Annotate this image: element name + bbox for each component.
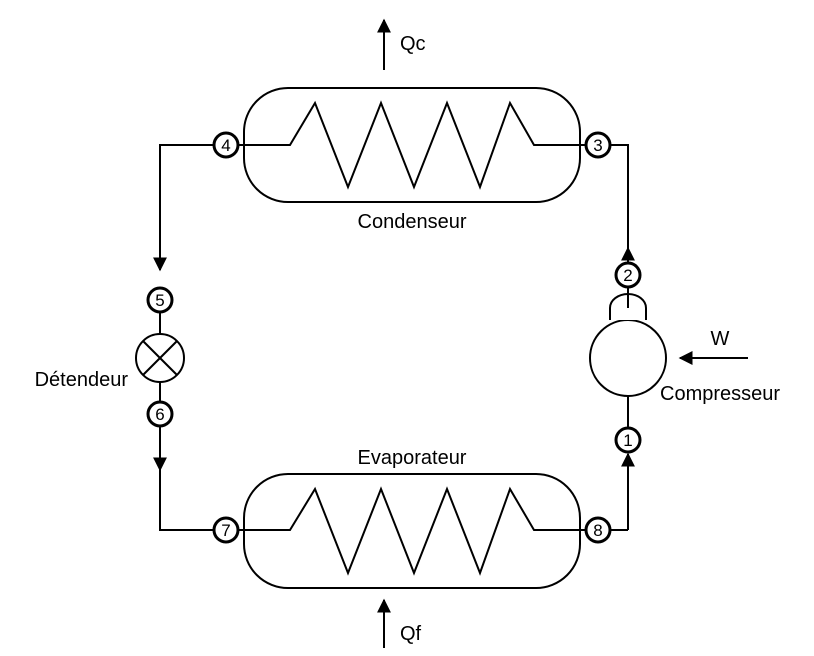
condenser: Condenseur <box>244 88 580 233</box>
condenser-label: Condenseur <box>358 211 467 233</box>
svg-text:6: 6 <box>155 405 164 424</box>
node-2: 2 <box>616 263 640 287</box>
node-7: 7 <box>214 518 238 542</box>
node-8: 8 <box>586 518 610 542</box>
qf-label: Qf <box>400 623 422 645</box>
svg-text:5: 5 <box>155 291 164 310</box>
compressor: Compresseur <box>590 294 780 405</box>
valve-label: Détendeur <box>35 369 129 391</box>
svg-text:4: 4 <box>221 136 230 155</box>
svg-text:8: 8 <box>593 521 602 540</box>
node-4: 4 <box>214 133 238 157</box>
w-label: W <box>711 328 730 350</box>
expansion-valve: Détendeur <box>35 334 184 391</box>
node-3: 3 <box>586 133 610 157</box>
node-6: 6 <box>148 402 172 426</box>
w-flow: W <box>680 328 748 358</box>
qc-flow: Qc <box>384 20 426 70</box>
svg-text:3: 3 <box>593 136 602 155</box>
svg-text:7: 7 <box>221 521 230 540</box>
qf-flow: Qf <box>384 600 422 648</box>
evaporator: Evaporateur <box>244 447 580 588</box>
compressor-label: Compresseur <box>660 383 780 405</box>
svg-text:2: 2 <box>623 266 632 285</box>
qc-label: Qc <box>400 33 426 55</box>
node-5: 5 <box>148 288 172 312</box>
evaporator-label: Evaporateur <box>358 447 467 469</box>
refrigeration-cycle-diagram: Condenseur Evaporateur Détendeur Compres… <box>0 0 814 656</box>
svg-text:1: 1 <box>623 431 632 450</box>
node-1: 1 <box>616 428 640 452</box>
